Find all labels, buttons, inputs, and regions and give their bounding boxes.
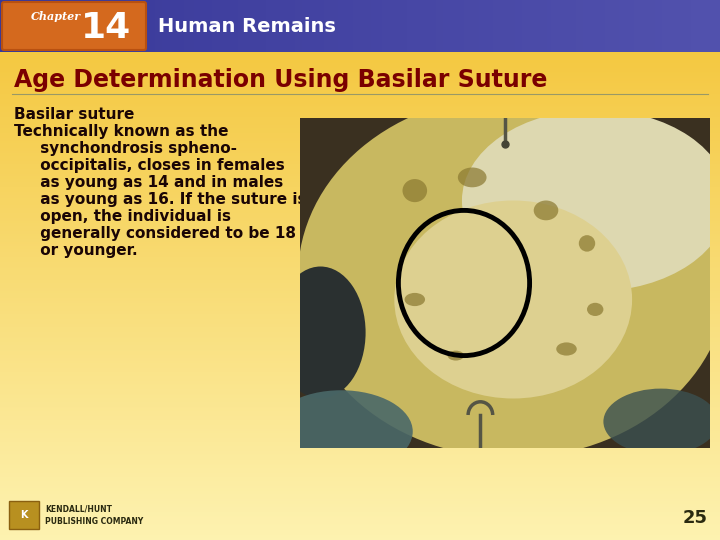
FancyBboxPatch shape [9,501,39,529]
Text: 25: 25 [683,509,708,527]
FancyBboxPatch shape [2,2,146,50]
Text: generally considered to be 18: generally considered to be 18 [14,226,296,241]
Text: KENDALL/HUNT: KENDALL/HUNT [45,504,112,514]
Ellipse shape [534,200,558,220]
Ellipse shape [402,179,427,202]
Text: Age Determination Using Basilar Suture: Age Determination Using Basilar Suture [14,68,547,92]
Text: as young as 14 and in males: as young as 14 and in males [14,175,283,190]
Text: PUBLISHING COMPANY: PUBLISHING COMPANY [45,516,143,525]
Ellipse shape [275,267,366,399]
Ellipse shape [298,95,720,458]
Text: Basilar suture: Basilar suture [14,107,135,122]
Text: Chapter: Chapter [31,11,81,23]
Text: Technically known as the: Technically known as the [14,124,228,139]
Text: as young as 16. If the suture is: as young as 16. If the suture is [14,192,307,207]
Ellipse shape [448,350,464,361]
Text: Human Remains: Human Remains [158,17,336,36]
Ellipse shape [458,167,487,187]
Ellipse shape [587,303,603,316]
Ellipse shape [395,200,632,399]
Ellipse shape [579,235,595,252]
Text: K: K [20,510,28,520]
Text: or younger.: or younger. [14,243,138,258]
Text: synchondrosis spheno-: synchondrosis spheno- [14,141,237,156]
Text: open, the individual is: open, the individual is [14,209,231,224]
Ellipse shape [462,110,720,291]
Text: occipitalis, closes in females: occipitalis, closes in females [14,158,284,173]
Ellipse shape [603,389,718,455]
Text: 14: 14 [81,11,131,45]
Ellipse shape [557,342,577,356]
Ellipse shape [269,390,413,472]
Ellipse shape [405,293,425,306]
